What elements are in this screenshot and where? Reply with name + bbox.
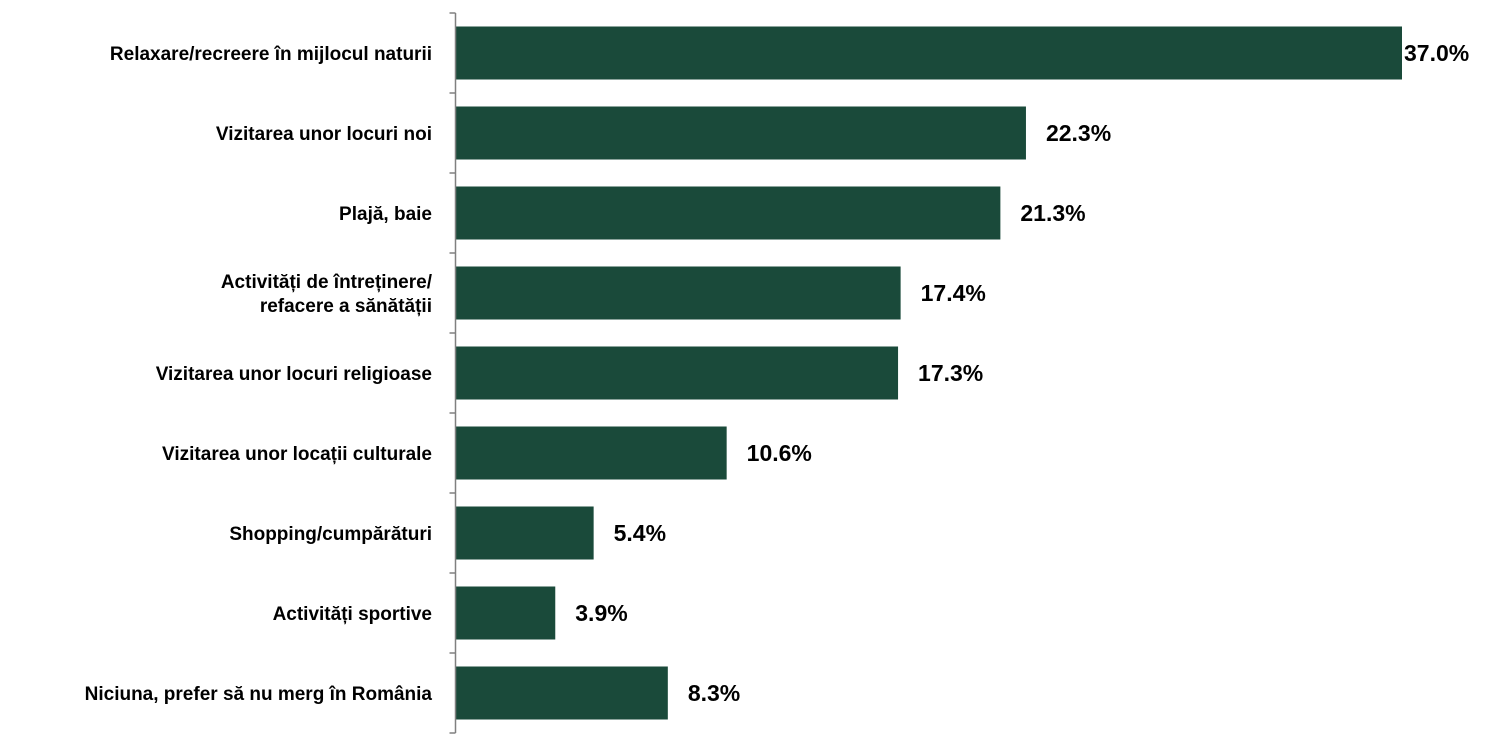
category-label: Activități sportive (273, 604, 432, 625)
value-label: 17.4% (921, 280, 986, 306)
bar (455, 426, 727, 480)
bar (455, 106, 1026, 160)
bars (455, 26, 1402, 720)
value-label: 10.6% (747, 440, 812, 466)
category-labels: Relaxare/recreere în mijlocul naturii Viz… (85, 44, 433, 705)
category-label: Vizitarea unor locuri religioase (156, 364, 432, 385)
value-label: 8.3% (688, 680, 740, 706)
bar (455, 666, 668, 720)
value-label: 21.3% (1020, 200, 1085, 226)
category-label: Shopping/cumpărături (229, 524, 432, 545)
bar (455, 346, 899, 400)
category-label: Plajă, baie (339, 204, 432, 225)
value-label: 3.9% (575, 600, 627, 626)
category-label: Vizitarea unor locații culturale (162, 444, 432, 465)
bar (455, 26, 1402, 80)
value-labels: 37.0% 22.3% 21.3% 17.4% 17.3% 10.6% 5.4% 3.9% 8.… (575, 40, 1469, 706)
category-label: Vizitarea unor locuri noi (216, 124, 432, 145)
value-label: 22.3% (1046, 120, 1111, 146)
bar (455, 506, 594, 560)
bar (455, 266, 901, 320)
value-label: 17.3% (918, 360, 983, 386)
axis-ticks (449, 12, 456, 734)
bar (455, 586, 556, 640)
bar (455, 186, 1001, 240)
value-label: 5.4% (614, 520, 666, 546)
category-label: Relaxare/recreere în mijlocul naturii (110, 44, 432, 65)
value-label: 37.0% (1404, 40, 1469, 66)
category-label: Activități de întreținere/refacere a săn… (221, 272, 433, 317)
category-label: Niciuna, prefer să nu merg în România (85, 684, 433, 705)
